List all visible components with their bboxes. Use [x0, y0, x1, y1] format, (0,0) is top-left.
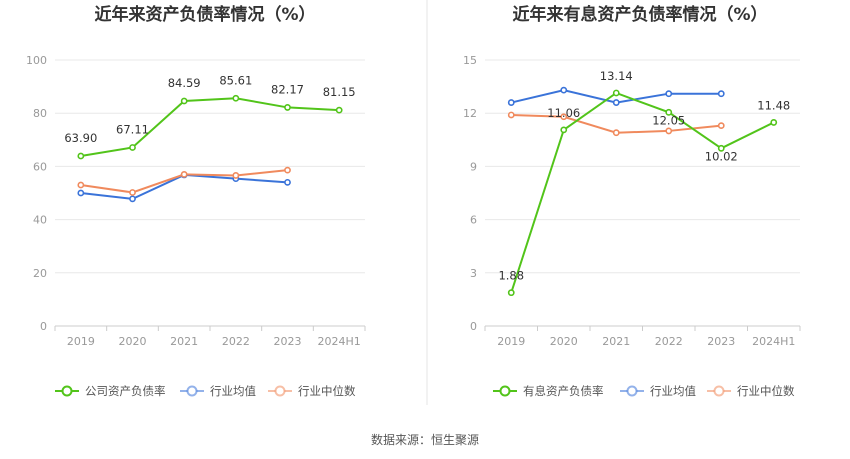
ratio-point-average [77, 189, 85, 197]
ratio-point-median [129, 189, 136, 196]
interest-point-company [507, 289, 515, 297]
ratio-x-tick-label: 2020 [119, 335, 147, 348]
ratio-legend-label: 公司资产负债率 [85, 384, 166, 398]
interest-y-tick-label: 12 [463, 107, 477, 120]
interest-point-median [507, 111, 515, 119]
interest-point-company [612, 89, 620, 97]
interest-data-label: 13.14 [600, 69, 633, 83]
ratio-point-company [232, 94, 240, 102]
interest-point-company [770, 119, 778, 126]
interest-point-company [560, 126, 568, 134]
ratio-point-median [180, 170, 188, 178]
interest-legend-marker [626, 385, 638, 397]
interest-point-average [507, 99, 515, 106]
ratio-point-median [77, 181, 85, 189]
ratio-point-median [232, 172, 240, 179]
interest-data-label: 10.02 [705, 149, 738, 163]
interest-point-median [612, 129, 620, 137]
ratio-data-label: 84.59 [168, 76, 201, 90]
ratio-x-tick-label: 2024H1 [318, 335, 361, 348]
ratio-point-average [284, 178, 291, 186]
interest-y-tick-label: 6 [470, 214, 477, 227]
ratio-chart-title: 近年来资产负债率情况（%） [94, 4, 315, 25]
ratio-legend-label: 行业中位数 [298, 384, 356, 398]
ratio-x-tick-label: 2021 [170, 335, 198, 348]
interest-x-tick-label: 2024H1 [752, 335, 795, 348]
interest-x-tick-label: 2020 [550, 335, 578, 348]
ratio-x-tick-label: 2023 [274, 335, 302, 348]
interest-y-tick-label: 9 [470, 160, 477, 173]
data-source: 数据来源：恒生聚源 [371, 432, 479, 447]
interest-data-label: 11.48 [757, 98, 790, 112]
interest-series-line-company [510, 91, 775, 293]
ratio-legend-label: 行业均值 [210, 384, 256, 398]
interest-legend-label: 行业均值 [650, 384, 696, 398]
interest-point-company [717, 144, 725, 152]
ratio-point-average [129, 195, 136, 203]
interest-point-company [665, 108, 673, 116]
ratio-legend-item-company[interactable]: 公司资产负债率 [55, 384, 166, 398]
ratio-legend-marker [274, 385, 286, 397]
ratio-y-tick-label: 80 [33, 107, 47, 120]
interest-point-median [665, 127, 673, 135]
ratio-legend-marker [61, 385, 73, 397]
interest-y-tick-label: 3 [470, 267, 477, 280]
ratio-data-label: 85.61 [219, 73, 252, 87]
interest-x-tick-label: 2019 [497, 335, 525, 348]
ratio-y-tick-label: 100 [26, 54, 47, 67]
ratio-point-company [180, 97, 188, 105]
ratio-data-label: 81.15 [323, 85, 356, 99]
ratio-point-company [77, 152, 85, 160]
ratio-data-label: 82.17 [271, 82, 304, 96]
debt-ratio-chart: 近年来资产负债率情况（%） 0 20 40 60 80 100 2019 2020 2021 202… [26, 4, 366, 398]
interest-data-label: 11.06 [547, 106, 580, 120]
interest-x-tick-label: 2021 [602, 335, 630, 348]
ratio-x-tick-label: 2019 [67, 335, 95, 348]
interest-y-tick-label: 15 [463, 54, 477, 67]
ratio-legend-marker [186, 385, 198, 397]
interest-legend-marker [713, 385, 725, 397]
interest-data-label: 12.05 [652, 113, 685, 127]
ratio-y-tick-label: 20 [33, 267, 47, 280]
interest-legend-item-median[interactable]: 行业中位数 [707, 384, 795, 398]
interest-point-median [560, 113, 568, 121]
ratio-series-line-company [80, 97, 340, 158]
ratio-data-label: 67.11 [116, 122, 149, 136]
interest-data-label: 1.88 [498, 269, 524, 283]
ratio-y-tick-label: 60 [33, 160, 47, 173]
interest-x-tick-label: 2023 [707, 335, 735, 348]
ratio-data-label: 63.90 [64, 131, 97, 145]
ratio-point-company [129, 144, 136, 151]
interest-x-tick-label: 2022 [655, 335, 683, 348]
interest-point-average [612, 99, 620, 106]
ratio-series-line-average [80, 173, 288, 200]
interest-legend-item-company[interactable]: 有息资产负债率 [493, 384, 604, 398]
interest-legend-item-average[interactable]: 行业均值 [620, 384, 696, 398]
interest-point-median [717, 122, 725, 130]
ratio-point-median [284, 166, 291, 174]
ratio-point-company [284, 104, 291, 111]
interest-legend-label: 有息资产负债率 [523, 384, 604, 398]
ratio-y-tick-label: 0 [40, 320, 47, 333]
interest-legend-marker [499, 385, 511, 397]
interest-point-average [665, 90, 673, 98]
interest-debt-ratio-chart: 近年来有息资产负债率情况（%） 0 3 6 9 12 15 2019 2020 2021 2022 2… [463, 4, 801, 398]
interest-point-average [560, 86, 568, 94]
ratio-y-tick-label: 40 [33, 214, 47, 227]
ratio-legend-item-median[interactable]: 行业中位数 [268, 384, 356, 398]
ratio-legend-item-average[interactable]: 行业均值 [180, 384, 256, 398]
interest-point-average [717, 90, 725, 98]
interest-chart-title: 近年来有息资产负债率情况（%） [512, 4, 767, 25]
ratio-point-company [335, 106, 343, 114]
interest-y-tick-label: 0 [470, 320, 477, 333]
ratio-x-tick-label: 2022 [222, 335, 250, 348]
interest-legend-label: 行业中位数 [737, 384, 795, 398]
